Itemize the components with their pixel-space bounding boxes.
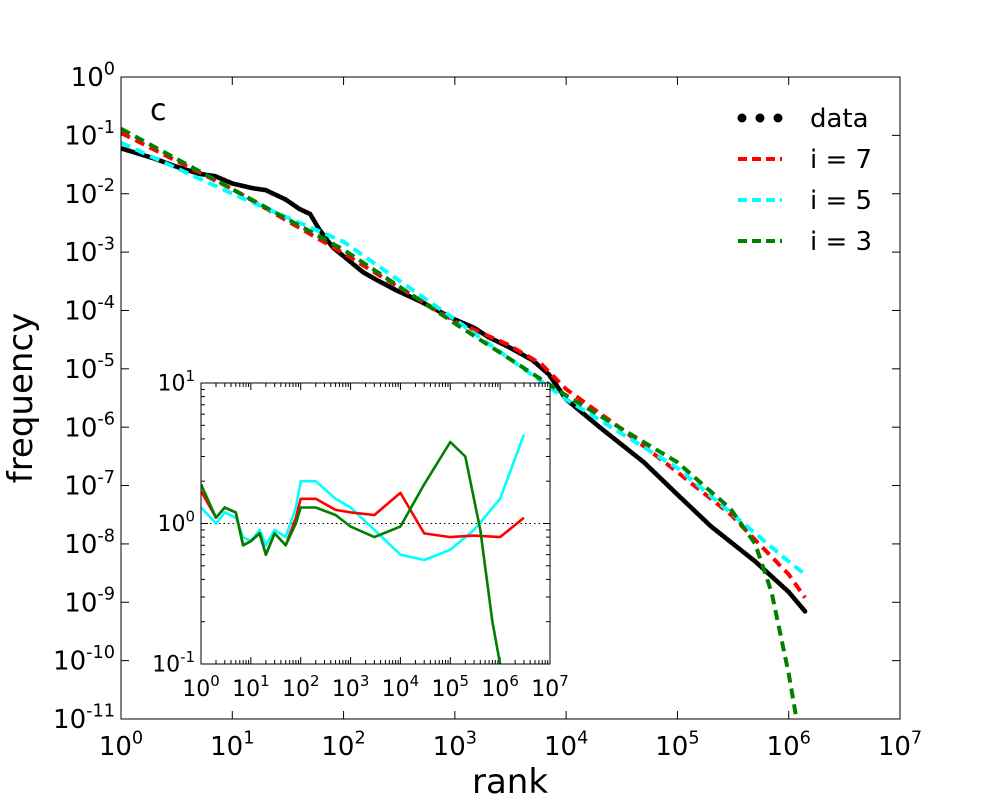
inset-y-tick-label: 10-1 <box>152 648 195 678</box>
main-x-tick-label: 104 <box>544 728 588 762</box>
main-y-tick-label: 10-10 <box>53 643 115 677</box>
legend-marker-data <box>737 113 747 123</box>
legend-entry-i3: i = 3 <box>738 227 872 257</box>
x-axis-label: rank <box>472 762 548 800</box>
main-x-tick-label: 102 <box>321 728 365 762</box>
main-y-tick-labels: 100 10-1 10-2 10-3 10-4 10-5 10-6 10-7 10-8 10-9 1… <box>53 59 115 735</box>
inset-x-tick-label: 107 <box>531 672 569 702</box>
legend-marker-data <box>773 113 783 123</box>
inset-x-tick-label: 101 <box>232 672 270 702</box>
legend: data i = 7 i = 5 i = 3 <box>737 104 872 257</box>
main-y-tick-label: 10-7 <box>64 468 115 502</box>
y-axis-label: frequency <box>1 313 41 484</box>
inset-plot-frame <box>200 382 551 665</box>
main-y-tick-label: 10-1 <box>64 118 115 152</box>
main-series-group <box>121 126 808 719</box>
legend-label-i3: i = 3 <box>810 227 872 257</box>
legend-entry-i5: i = 5 <box>738 186 872 216</box>
main-x-tick-label: 107 <box>878 728 922 762</box>
inset-x-tick-label: 106 <box>481 672 519 702</box>
main-x-tick-label: 106 <box>767 728 811 762</box>
inset-x-tick-label: 100 <box>182 672 220 702</box>
main-x-tick-label: 101 <box>210 728 254 762</box>
legend-label-i5: i = 5 <box>810 186 872 216</box>
legend-entry-i7: i = 7 <box>738 145 872 175</box>
inset-y-tick-label: 100 <box>157 507 195 537</box>
main-y-tick-label: 10-4 <box>64 293 115 327</box>
series-line-i-5 <box>121 140 807 576</box>
inset-plot-area <box>201 383 550 664</box>
inset-x-tick-label: 105 <box>432 672 470 702</box>
inset-series-line-i-3 <box>201 440 502 664</box>
inset-x-tick-label: 102 <box>282 672 320 702</box>
inset-y-tick-labels: 101 100 10-1 <box>152 367 195 678</box>
main-y-tick-label: 10-6 <box>64 410 115 444</box>
legend-entry-data: data <box>737 104 869 134</box>
inset-x-tick-label: 104 <box>382 672 420 702</box>
data-point-data <box>802 608 808 614</box>
legend-marker-data <box>755 113 765 123</box>
inset-series-group <box>201 434 550 664</box>
main-x-tick-label: 105 <box>655 728 699 762</box>
main-plot-frame <box>120 76 901 720</box>
main-y-tick-label: 100 <box>71 59 115 93</box>
inset-x-tick-label: 103 <box>332 672 370 702</box>
main-x-tick-labels: 100 101 102 103 104 105 106 107 <box>99 728 922 762</box>
main-y-tick-label: 10-5 <box>64 351 115 385</box>
legend-label-data: data <box>810 104 869 134</box>
main-y-tick-label: 10-2 <box>64 176 115 210</box>
series-line-i-3 <box>121 126 799 719</box>
main-y-tick-label: 10-11 <box>53 701 115 735</box>
main-y-tick-label: 10-3 <box>64 234 115 268</box>
main-y-tick-label: 10-9 <box>64 585 115 619</box>
panel-label: c <box>150 93 167 128</box>
main-x-tick-label: 103 <box>433 728 477 762</box>
inset-x-tick-labels: 100 101 102 103 104 105 106 107 <box>182 672 569 702</box>
main-y-tick-label: 10-8 <box>64 526 115 560</box>
legend-label-i7: i = 7 <box>810 145 872 175</box>
inset-y-tick-label: 101 <box>157 367 195 397</box>
main-x-tick-label: 100 <box>99 728 143 762</box>
